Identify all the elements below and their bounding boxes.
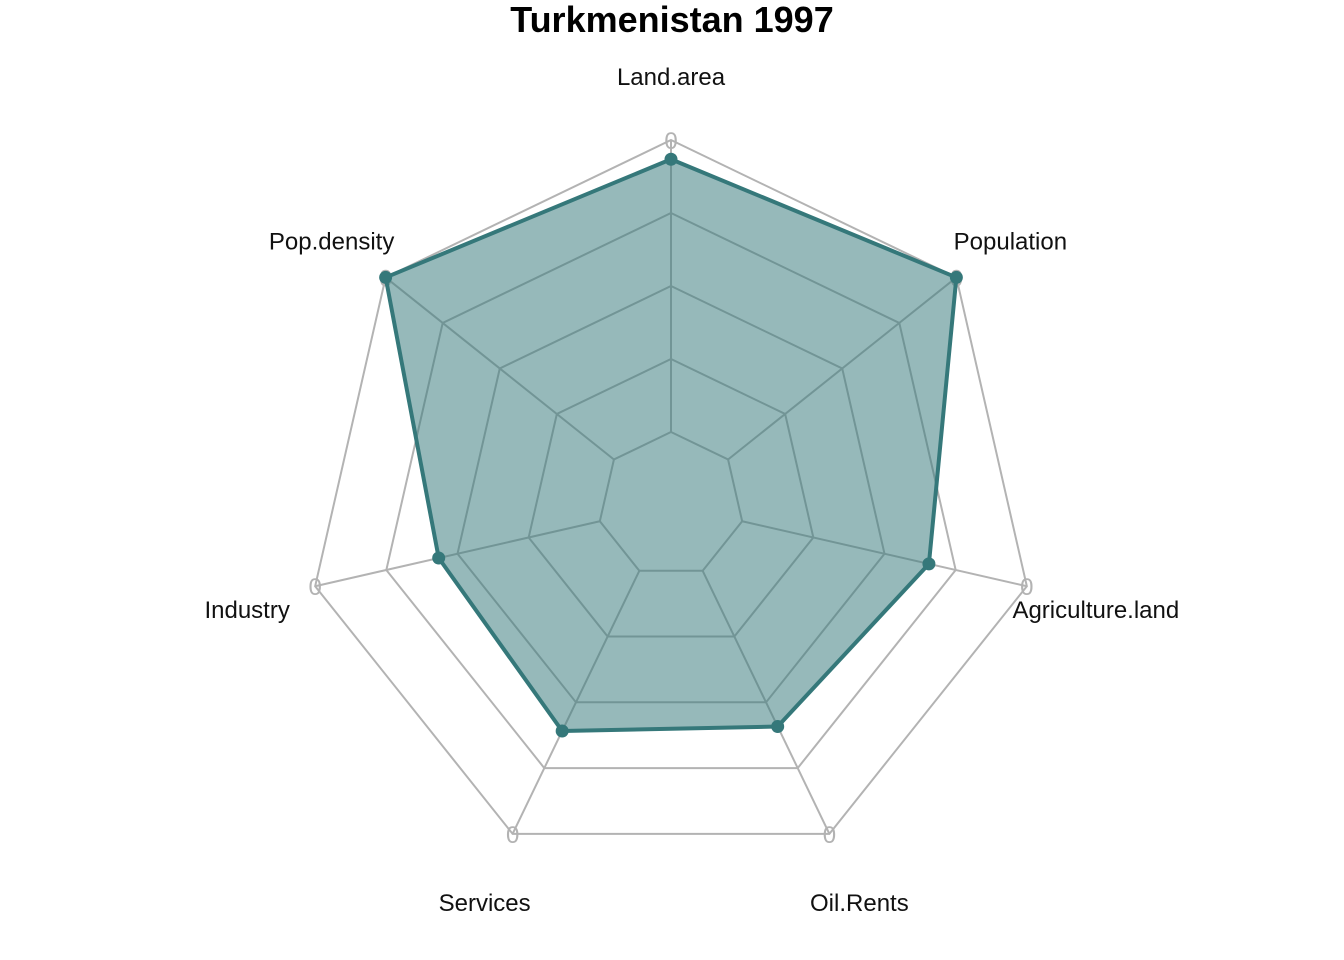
grid-ring [314,138,1028,835]
data-point [771,720,785,734]
data-point [555,724,569,738]
axis-label: Pop.density [269,228,394,255]
chart-title: Turkmenistan 1997 [510,0,833,40]
radar-axis-labels: Land.area Population Agriculture.land Oil.R… [204,64,1179,917]
axis-tick-label: 0 [506,822,519,849]
axis-label: Land.area [617,64,726,91]
axis-label: Population [954,228,1067,255]
data-point [379,270,393,284]
axis-label: Industry [204,597,289,624]
data-point [432,551,446,565]
axis-label: Oil.Rents [810,890,909,917]
axis-tick-label: 0 [823,822,836,849]
radar-series [379,152,963,738]
data-point [949,270,963,284]
axis-label: Services [439,890,531,917]
data-point [922,557,936,571]
axis-tick-label: 0 [664,128,677,155]
axis-tick-label: 0 [1020,574,1033,601]
series-area [383,157,959,733]
axis-label: Agriculture.land [1012,597,1179,624]
data-point [664,152,678,166]
axis-tick-label: 0 [308,574,321,601]
